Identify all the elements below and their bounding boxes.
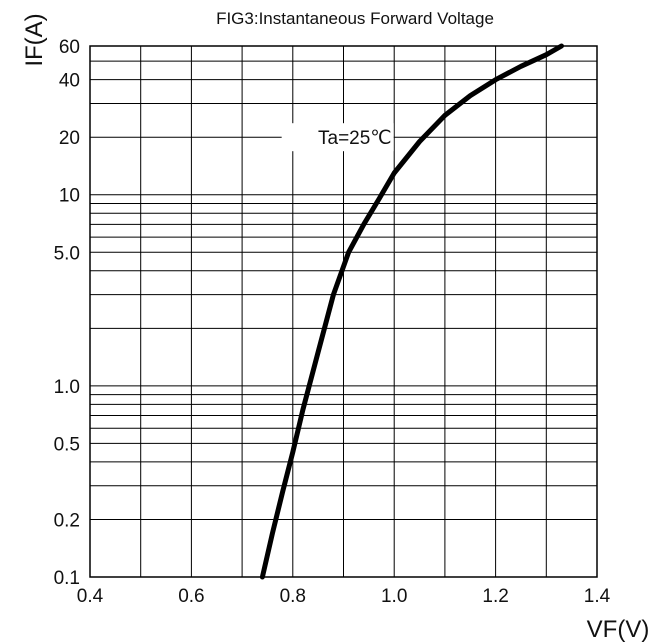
y-tick-label: 1.0	[54, 377, 80, 398]
y-tick-label: 0.2	[54, 510, 80, 531]
forward-voltage-curve	[259, 43, 564, 580]
y-axis-label: IF(A)	[21, 13, 48, 66]
temperature-annotation: Ta=25℃	[318, 128, 392, 149]
grid	[90, 46, 597, 577]
x-tick-label: 1.4	[584, 586, 611, 607]
x-tick-label: 0.4	[77, 586, 104, 607]
x-tick-label: 0.8	[280, 586, 306, 607]
y-tick-label: 60	[59, 37, 80, 58]
y-tick-label: 5.0	[54, 243, 80, 264]
tick-labels: 0.4 0.6 0.8 1.0 1.2 1.4 0.1 0.2 0.5 1.0 5.0 10 20 40 6…	[54, 37, 611, 607]
x-axis-label: VF(V)	[587, 616, 650, 642]
x-tick-label: 0.6	[178, 586, 204, 607]
y-tick-label: 0.5	[54, 434, 80, 455]
y-tick-label: 20	[59, 128, 80, 149]
x-tick-label: 1.2	[482, 586, 508, 607]
plot-frame	[89, 45, 598, 578]
x-tick-label: 1.0	[381, 586, 407, 607]
annotation-background	[281, 123, 394, 152]
series	[259, 43, 564, 580]
y-tick-label: 40	[59, 71, 80, 92]
y-tick-label: 0.1	[54, 568, 80, 589]
y-tick-label: 10	[59, 186, 80, 207]
chart-title: FIG3:Instantaneous Forward Voltage	[216, 9, 494, 28]
